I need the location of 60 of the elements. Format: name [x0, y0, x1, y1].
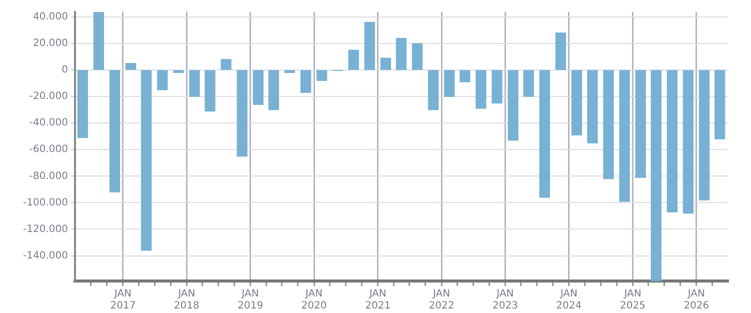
y-tick-label: -20.000 — [29, 91, 68, 102]
bar — [523, 70, 534, 97]
y-tick-label: 40.000 — [33, 12, 68, 23]
bar — [428, 70, 439, 110]
bar — [189, 70, 200, 97]
x-tick-label: JAN 2024 — [556, 288, 582, 312]
bar — [460, 70, 470, 82]
y-tick-label: -40.000 — [29, 118, 68, 129]
y-tick-label: -140.000 — [23, 250, 68, 262]
y-tick-label: 0 — [62, 64, 68, 76]
bar — [157, 70, 168, 90]
y-tick-label: -120.000 — [23, 224, 68, 235]
x-tick-label: JAN 2018 — [174, 288, 200, 312]
bar — [141, 70, 152, 251]
bar — [619, 70, 630, 202]
bar — [396, 38, 407, 70]
x-tick-label: JAN 2026 — [684, 288, 710, 312]
x-tick-label: JAN 2020 — [301, 288, 327, 312]
bar — [220, 59, 232, 70]
bar — [666, 70, 678, 212]
bar — [284, 70, 296, 73]
bar — [650, 70, 662, 281]
bar — [571, 70, 582, 136]
y-tick-label: -60.000 — [29, 144, 68, 156]
x-tick-label: JAN 2022 — [428, 288, 454, 312]
bar — [682, 70, 694, 214]
bar — [587, 70, 598, 144]
x-tick-label: JAN 2021 — [365, 288, 391, 312]
bar — [173, 70, 184, 73]
bar — [603, 70, 614, 180]
bar — [300, 70, 312, 93]
y-tick-label: -100.000 — [23, 197, 68, 208]
bar — [698, 70, 710, 200]
bar — [364, 22, 375, 70]
bar — [492, 70, 502, 104]
bar — [77, 70, 88, 138]
bar — [109, 70, 120, 192]
x-tick-label: JAN 2025 — [620, 288, 646, 312]
bar — [93, 12, 104, 70]
x-tick-label: JAN 2023 — [492, 288, 518, 312]
bar — [539, 70, 550, 198]
bar — [252, 70, 264, 105]
bar — [635, 70, 646, 178]
y-tick-label: -80.000 — [29, 170, 68, 182]
bar — [412, 43, 423, 70]
bar — [444, 70, 455, 97]
bar — [348, 50, 359, 70]
y-tick-label: 20.000 — [33, 38, 68, 50]
x-tick-label: JAN 2017 — [110, 288, 136, 312]
bar — [508, 70, 518, 141]
bar — [204, 70, 216, 112]
bar — [380, 58, 392, 70]
x-tick-label: JAN 2019 — [238, 288, 264, 312]
bar — [555, 32, 566, 70]
bar — [125, 63, 136, 70]
bar — [268, 70, 280, 110]
bar — [714, 70, 726, 140]
bar — [316, 70, 328, 81]
bar — [476, 70, 486, 109]
bar — [236, 70, 248, 157]
